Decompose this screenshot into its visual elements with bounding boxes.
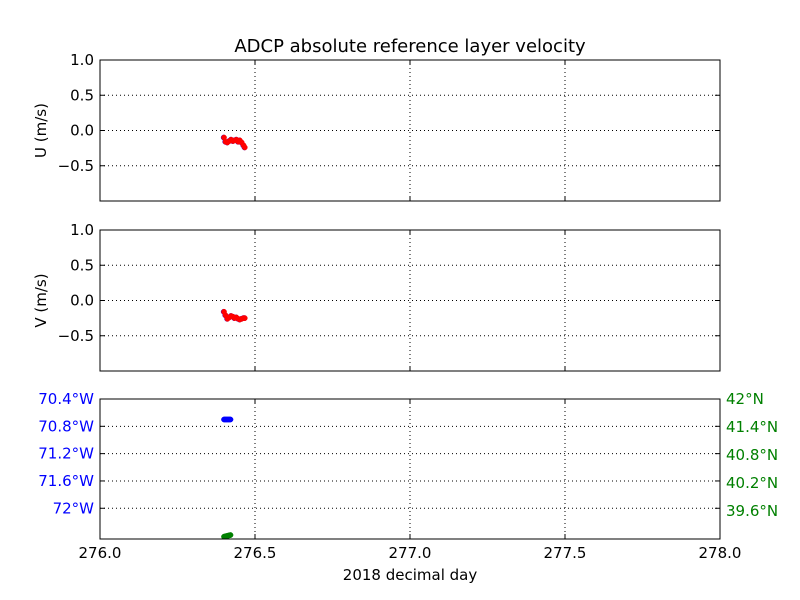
plot-frame (99, 229, 721, 372)
x-tick-label: 276.5 (234, 544, 277, 562)
y2-tick-label: 40.2°N (726, 474, 778, 492)
x-tick-label: 278.0 (699, 544, 742, 562)
y-tick-label: −0.5 (58, 327, 94, 345)
x-tick-label: 277.5 (544, 544, 587, 562)
x-tick-label: 277.0 (389, 544, 432, 562)
y-tick-label: 0.0 (70, 122, 94, 140)
data-point (227, 416, 234, 423)
y-tick-label: −0.5 (58, 157, 94, 175)
y-tick-label: 72°W (53, 499, 95, 517)
subplot-1: 1.0 0.5 0.0 −0.5 U (m/s) (32, 51, 721, 202)
x-tick-label: 276.0 (79, 544, 122, 562)
y-tick-label: 0.0 (70, 292, 94, 310)
x-axis-title: 2018 decimal day (343, 566, 478, 584)
series-2 (221, 134, 248, 151)
y-tick-label: 0.5 (70, 256, 94, 274)
y2-tick-label: 42°N (726, 390, 764, 408)
plot-frame (99, 59, 721, 202)
data-point (241, 315, 248, 321)
y-axis-title: V (m/s) (32, 273, 50, 327)
y-tick-label: 0.5 (70, 86, 94, 104)
subplot-2: 1.0 0.5 0.0 −0.5 V (m/s) (32, 221, 721, 372)
chart-title: ADCP absolute reference layer velocity (234, 36, 586, 57)
y-tick-label: 70.4°W (38, 390, 94, 408)
y2-tick-label: 41.4°N (726, 418, 778, 436)
y2-tick-label: 39.6°N (726, 502, 778, 520)
plot-frame (99, 398, 721, 540)
subplot-panels: 1.0 0.5 0.0 −0.5 U (m/s) 1.0 0.5 0.0 −0.5 V (m/s)… (32, 51, 778, 562)
data-point (241, 144, 248, 151)
y-tick-label: 1.0 (70, 51, 94, 69)
series-2 (221, 308, 248, 323)
y2-tick-label: 40.8°N (726, 446, 778, 464)
y-tick-label: 71.2°W (38, 445, 94, 463)
series-1 (221, 416, 234, 423)
subplot-3: 70.4°W 70.8°W 71.2°W 71.6°W 72°W 42°N 41.4°N 40… (38, 390, 778, 562)
data-point (227, 532, 234, 538)
series-2 (221, 532, 234, 540)
y-axis-title: U (m/s) (32, 103, 50, 158)
y-tick-label: 1.0 (70, 221, 94, 239)
y-tick-label: 71.6°W (38, 472, 94, 490)
y-tick-label: 70.8°W (38, 417, 94, 435)
